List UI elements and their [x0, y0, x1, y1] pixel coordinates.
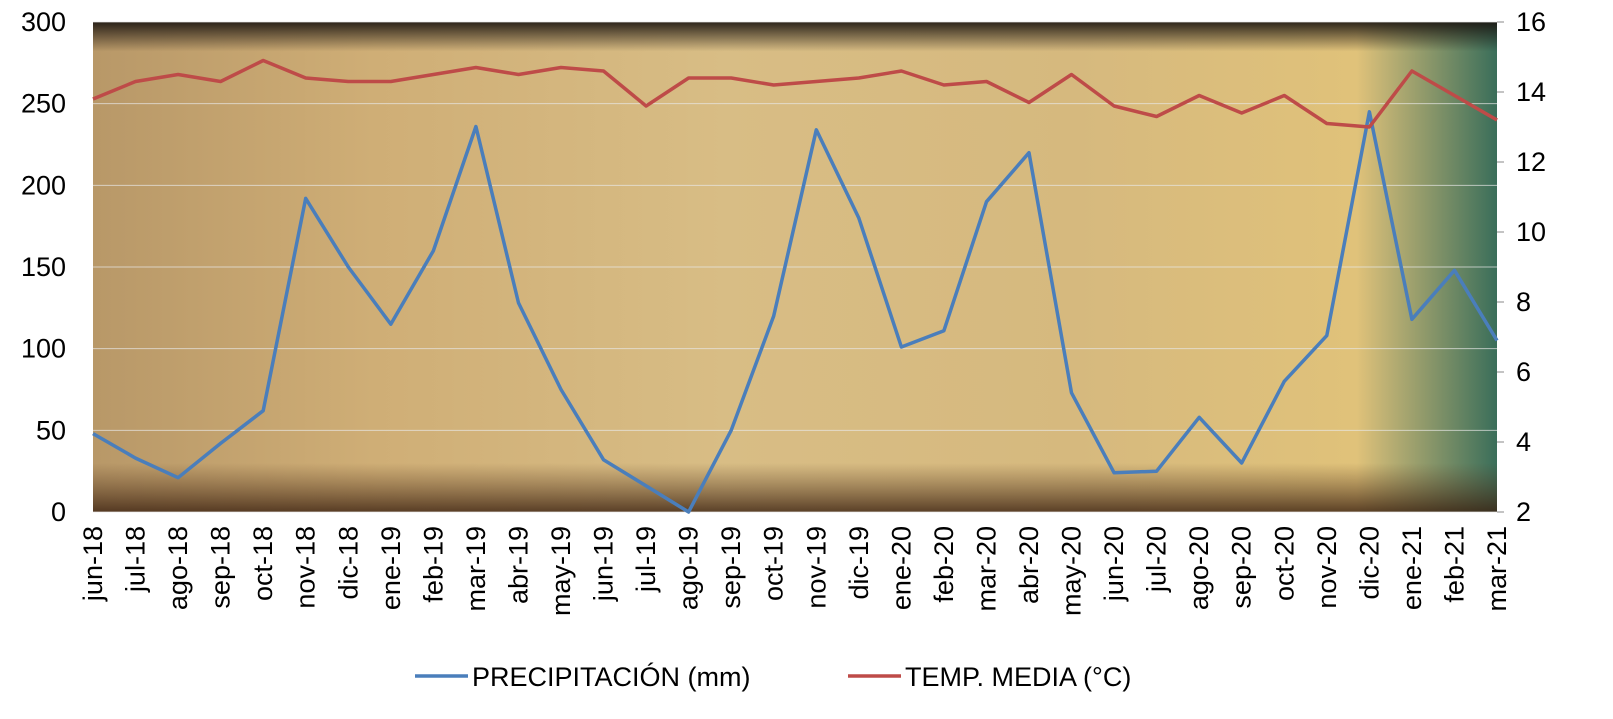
- x-tick-label: feb-20: [929, 526, 959, 603]
- x-tick-label: ago-20: [1184, 526, 1214, 610]
- x-tick-label: feb-19: [418, 526, 448, 603]
- x-tick-label: ago-18: [163, 526, 193, 610]
- y2-tick-label: 16: [1516, 7, 1546, 37]
- x-tick-label: nov-20: [1312, 526, 1342, 609]
- x-tick-label: ene-19: [376, 526, 406, 610]
- x-tick-label: nov-19: [801, 526, 831, 609]
- x-tick-label: dic-19: [844, 526, 874, 600]
- y-tick-label: 150: [21, 252, 66, 282]
- x-tick-label: ene-20: [886, 526, 916, 610]
- x-tick-label: jul-18: [121, 526, 151, 593]
- y2-tick-label: 6: [1516, 357, 1531, 387]
- x-tick-label: jun-20: [1099, 526, 1129, 602]
- x-tick-label: jul-19: [631, 526, 661, 593]
- x-tick-label: abr-19: [503, 526, 533, 604]
- x-tick-label: ene-21: [1397, 526, 1427, 610]
- legend-label: TEMP. MEDIA (°C): [905, 662, 1131, 692]
- x-tick-label: feb-21: [1439, 526, 1469, 603]
- x-tick-label: sep-19: [716, 526, 746, 609]
- y-tick-label: 0: [51, 497, 66, 527]
- x-tick-label: sep-20: [1227, 526, 1257, 609]
- data-line: [92, 58, 1498, 129]
- y2-tick-label: 8: [1516, 287, 1531, 317]
- y2-tick-label: 14: [1516, 77, 1546, 107]
- x-tick-label: oct-20: [1269, 526, 1299, 601]
- x-tick-label: jul-20: [1142, 526, 1172, 593]
- x-tick-label: mar-20: [971, 526, 1001, 612]
- legend-label: PRECIPITACIÓN (mm): [472, 661, 751, 692]
- y-tick-label: 50: [36, 415, 66, 445]
- x-tick-label: ago-19: [674, 526, 704, 610]
- x-tick-label: dic-18: [333, 526, 363, 600]
- x-tick-label: mar-21: [1482, 526, 1512, 612]
- data-line: [92, 110, 1499, 514]
- x-tick-label: mar-19: [461, 526, 491, 612]
- y2-tick-label: 2: [1516, 497, 1531, 527]
- x-tick-label: jun-19: [589, 526, 619, 602]
- y-tick-label: 250: [21, 89, 66, 119]
- x-tick-label: abr-20: [1014, 526, 1044, 604]
- x-tick-label: nov-18: [291, 526, 321, 609]
- y-tick-label: 100: [21, 334, 66, 364]
- x-tick-label: dic-20: [1354, 526, 1384, 600]
- x-tick-label: may-19: [546, 526, 576, 616]
- y-tick-label: 300: [21, 7, 66, 37]
- x-tick-label: sep-18: [206, 526, 236, 609]
- x-tick-label: oct-18: [248, 526, 278, 601]
- y2-tick-label: 4: [1516, 427, 1531, 457]
- y2-tick-label: 10: [1516, 217, 1546, 247]
- y2-tick-label: 12: [1516, 147, 1546, 177]
- y-tick-label: 200: [21, 170, 66, 200]
- x-tick-label: jun-18: [78, 526, 108, 602]
- x-tick-label: oct-19: [759, 526, 789, 601]
- x-tick-label: may-20: [1057, 526, 1087, 616]
